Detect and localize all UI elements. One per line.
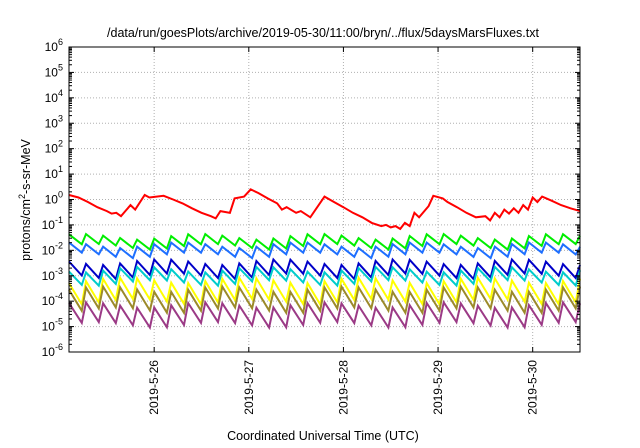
y-tick-base: 10 bbox=[45, 142, 59, 156]
y-tick-exponent: 2 bbox=[58, 139, 63, 149]
y-tick-base: 10 bbox=[42, 345, 56, 359]
x-tick-label: 2019-5-26 bbox=[147, 360, 161, 415]
y-tick-label: 10-2 bbox=[42, 240, 63, 257]
y-tick-exponent: -3 bbox=[55, 266, 63, 276]
y-tick-label: 10-6 bbox=[42, 342, 63, 359]
y-tick-base: 10 bbox=[45, 167, 59, 181]
y-tick-base: 10 bbox=[45, 116, 59, 130]
chart-title: /data/run/goesPlots/archive/2019-05-30/1… bbox=[107, 26, 539, 40]
y-tick-label: 106 bbox=[45, 37, 63, 54]
y-tick-exponent: -6 bbox=[55, 342, 63, 352]
series-group bbox=[68, 188, 581, 331]
y-tick-exponent: -4 bbox=[55, 291, 63, 301]
x-axis-label: Coordinated Universal Time (UTC) bbox=[227, 429, 419, 443]
x-tick-label: 2019-5-29 bbox=[431, 360, 445, 415]
y-tick-label: 105 bbox=[45, 62, 63, 79]
y-tick-base: 10 bbox=[45, 193, 59, 207]
series-line-6 bbox=[68, 274, 581, 308]
y-axis-ticks: 10-610-510-410-310-210-11001011021031041… bbox=[42, 37, 580, 359]
y-tick-base: 10 bbox=[42, 218, 56, 232]
y-tick-base: 10 bbox=[42, 269, 56, 283]
y-tick-base: 10 bbox=[42, 294, 56, 308]
y-tick-base: 10 bbox=[42, 320, 56, 334]
x-axis-ticks: 2019-5-26 2019-5-27 2019-5-28 2019-5-29 2019… bbox=[147, 47, 540, 415]
y-tick-base: 10 bbox=[45, 91, 59, 105]
y-tick-exponent: 5 bbox=[58, 62, 63, 72]
series-line-8 bbox=[68, 299, 581, 331]
y-tick-label: 10-3 bbox=[42, 266, 63, 283]
y-tick-base: 10 bbox=[45, 40, 59, 54]
y-axis-label-base: protons/cm bbox=[19, 199, 33, 261]
y-tick-label: 100 bbox=[45, 190, 63, 207]
y-tick-label: 104 bbox=[45, 88, 63, 105]
y-tick-label: 101 bbox=[45, 164, 63, 181]
y-tick-label: 10-5 bbox=[42, 317, 63, 334]
y-tick-label: 10-4 bbox=[42, 291, 63, 308]
y-tick-label: 10-1 bbox=[42, 215, 63, 232]
y-tick-exponent: 3 bbox=[58, 113, 63, 123]
series-line-7 bbox=[68, 283, 581, 316]
y-tick-label: 103 bbox=[45, 113, 63, 130]
y-tick-exponent: 4 bbox=[58, 88, 63, 98]
y-axis-label-rest: -s-sr-MeV bbox=[19, 138, 33, 194]
y-tick-exponent: 1 bbox=[58, 164, 63, 174]
y-axis-label-sup: 2 bbox=[17, 194, 27, 199]
y-tick-exponent: -2 bbox=[55, 240, 63, 250]
series-line-1 bbox=[68, 188, 581, 231]
x-tick-label: 2019-5-28 bbox=[336, 360, 350, 415]
y-tick-exponent: -5 bbox=[55, 317, 63, 327]
y-tick-exponent: -1 bbox=[55, 215, 63, 225]
y-tick-exponent: 0 bbox=[58, 190, 63, 200]
x-tick-label: 2019-5-30 bbox=[526, 360, 540, 415]
y-tick-exponent: 6 bbox=[58, 37, 63, 47]
series-line-5 bbox=[68, 264, 581, 288]
x-tick-label: 2019-5-27 bbox=[242, 360, 256, 415]
y-tick-label: 102 bbox=[45, 139, 63, 156]
y-tick-base: 10 bbox=[42, 243, 56, 257]
series-line-4 bbox=[68, 257, 581, 282]
y-axis-label: protons/cm2-s-sr-MeV bbox=[17, 138, 33, 260]
y-tick-base: 10 bbox=[45, 65, 59, 79]
series-line-2 bbox=[68, 232, 581, 252]
series-line-3 bbox=[68, 240, 581, 260]
